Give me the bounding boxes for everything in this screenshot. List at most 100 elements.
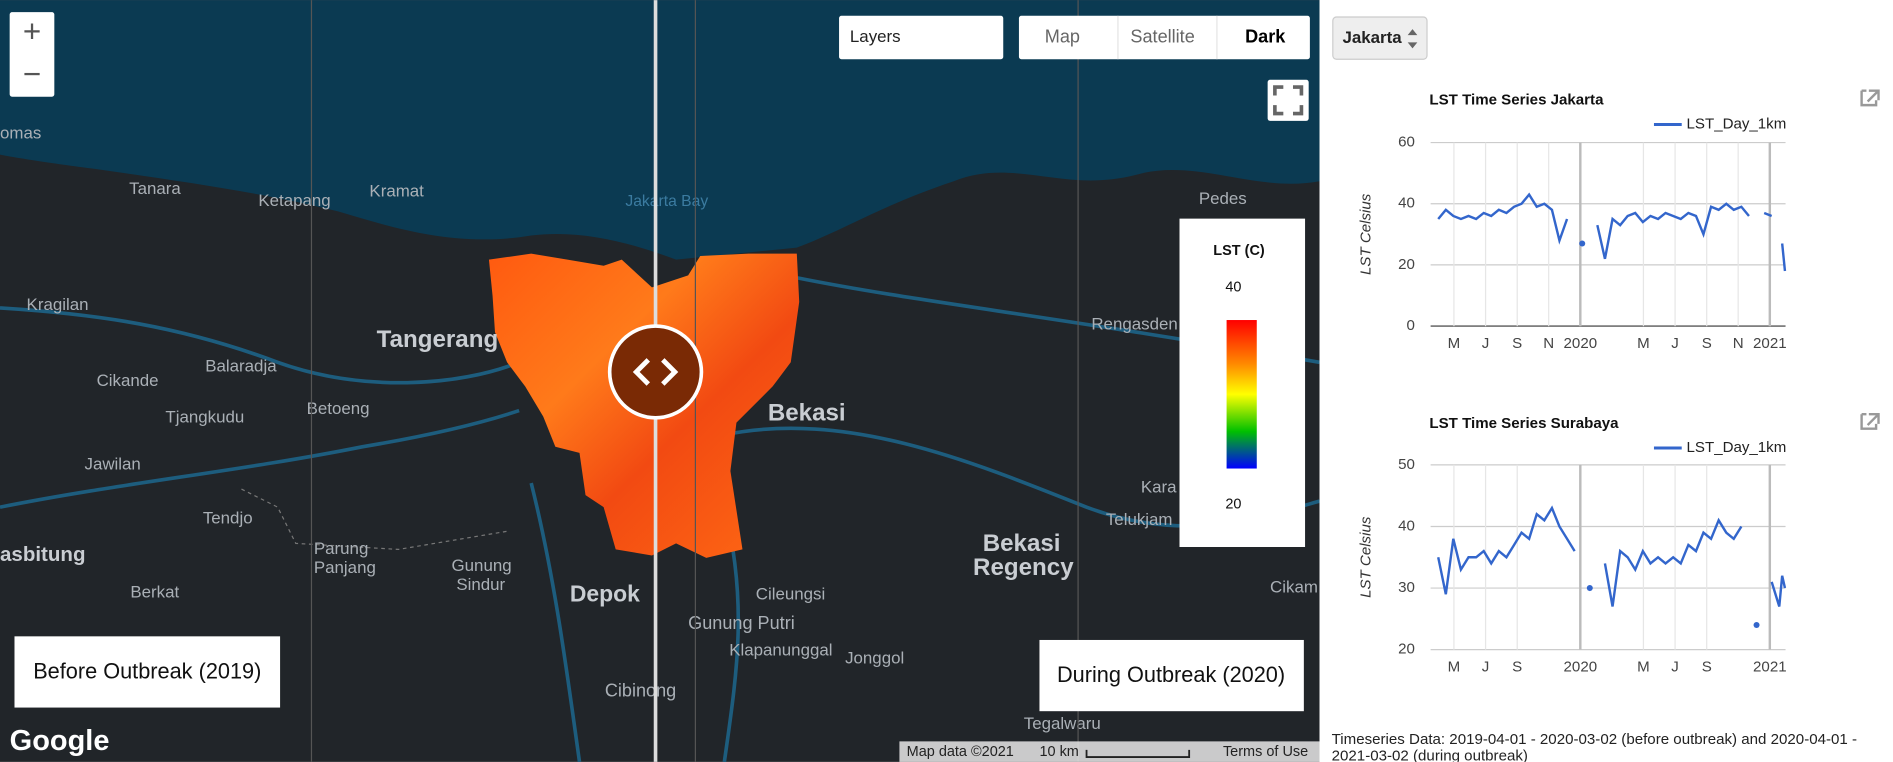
sidebar-bg <box>1319 0 1893 762</box>
open-chart-1[interactable] <box>1860 89 1880 107</box>
sidebar: Jakarta Timeseries Data: 2019-04-01 - 20… <box>1319 0 1893 762</box>
map-label: Regency <box>973 554 1074 581</box>
map-label: asbitung <box>0 543 85 566</box>
google-logo: Google <box>10 725 110 757</box>
map-label: Pedes <box>1199 189 1247 208</box>
map-label: Depok <box>570 580 640 606</box>
y-axis-label: LST Celsius <box>1358 193 1375 275</box>
map-label: Cileungsi <box>756 585 825 604</box>
zoom-in[interactable]: + <box>23 14 41 49</box>
open-chart-2[interactable] <box>1860 412 1880 430</box>
map-type-button[interactable]: Map <box>1045 26 1080 46</box>
series-point <box>1579 240 1586 247</box>
x-tick-label: M <box>1448 659 1461 676</box>
x-tick-label: J <box>1482 335 1490 352</box>
map-label: Tanara <box>129 179 181 198</box>
x-tick-label: S <box>1702 335 1712 352</box>
y-tick-label: 30 <box>1398 579 1415 596</box>
map-types: Map Satellite Dark <box>1045 15 1286 60</box>
map-labels: omas Tanara Ketapang Kramat Jakarta Bay Pedes… <box>0 124 1318 733</box>
during-panel <box>1039 639 1304 712</box>
x-tick-label: 2020 <box>1564 335 1598 352</box>
map[interactable]: omas Tanara Ketapang Kramat Jakarta Bay Pedes… <box>0 0 1321 762</box>
map-label: Cikam <box>1270 578 1318 597</box>
layers-box[interactable] <box>839 15 1004 60</box>
swipe-arrows <box>632 358 679 386</box>
x-tick-label: 2021 <box>1753 335 1787 352</box>
layers-label[interactable]: Layers <box>850 27 901 46</box>
chart-title: LST Time Series Jakarta <box>1429 91 1604 108</box>
city-select-value[interactable]: Jakarta <box>1342 28 1402 47</box>
boundary <box>241 488 508 551</box>
map-label: Kara <box>1141 477 1177 496</box>
map-label: Gunung <box>452 556 512 575</box>
y-tick-label: 0 <box>1407 317 1415 334</box>
map-label: Kramat <box>369 182 424 201</box>
during-label: During Outbreak (2020) <box>1057 662 1285 687</box>
map-label: Tangerang <box>377 326 499 353</box>
x-tick-label: S <box>1512 659 1522 676</box>
map-label: Jawilan <box>85 454 141 473</box>
legend-label: LST_Day_1km <box>1687 439 1787 456</box>
series-point <box>1586 585 1593 592</box>
map-label: omas <box>0 124 41 143</box>
y-tick-label: 40 <box>1398 517 1415 534</box>
swipe-handle[interactable] <box>607 324 704 420</box>
map-label: Bekasi <box>768 400 846 427</box>
map-label: Bekasi <box>983 530 1061 557</box>
x-tick-label: M <box>1637 335 1650 352</box>
legend-title: LST (C) <box>1213 243 1265 259</box>
terms-link[interactable]: Terms of Use <box>1223 744 1308 760</box>
select-arrows <box>1407 29 1418 49</box>
series-point <box>1753 621 1760 629</box>
y-tick-label: 20 <box>1398 641 1415 658</box>
map-label: Cibinong <box>605 681 676 701</box>
map-data[interactable]: Map data ©2021 <box>907 744 1014 760</box>
x-tick-label: M <box>1448 335 1461 352</box>
legend-min: 20 <box>1225 497 1241 513</box>
map-label: Kragilan <box>27 295 89 314</box>
legend-ramp <box>1226 320 1257 469</box>
x-tick-label: N <box>1733 335 1744 352</box>
chart-title: LST Time Series Surabaya <box>1429 415 1619 432</box>
city-select[interactable] <box>1332 16 1428 60</box>
footnote-box: Timeseries Data: 2019-04-01 - 2020-03-02… <box>1331 730 1858 762</box>
map-type-control <box>1018 15 1310 60</box>
legend-max: 40 <box>1225 279 1241 295</box>
map-label: Tjangkudu <box>165 407 244 426</box>
series-line <box>1437 505 1787 607</box>
x-tick-label: N <box>1543 335 1554 352</box>
scale-bar <box>1085 749 1191 758</box>
y-tick-label: 60 <box>1398 134 1415 151</box>
x-tick-label: 2021 <box>1753 659 1787 676</box>
y-axis-label: LST Celsius <box>1358 516 1375 598</box>
footnote: Timeseries Data: 2019-04-01 - 2020-03-02… <box>1331 730 1858 762</box>
map-label: Klapanunggal <box>729 640 832 659</box>
legend-label: LST_Day_1km <box>1687 115 1787 132</box>
scale-label: 10 km <box>1039 744 1078 760</box>
map-label: Sindur <box>456 575 505 594</box>
map-label: Gunung Putri <box>688 613 795 633</box>
x-tick-label: J <box>1482 659 1490 676</box>
fullscreen-icon <box>1273 85 1304 116</box>
map-label: Telukjam <box>1106 510 1173 529</box>
zoom-out[interactable]: − <box>23 56 41 91</box>
map-label: Parung <box>314 539 368 558</box>
x-tick-label: S <box>1702 659 1712 676</box>
x-tick-label: M <box>1637 659 1650 676</box>
map-label: Panjang <box>314 558 376 577</box>
map-label: Tendjo <box>203 509 253 528</box>
map-label: Berkat <box>130 582 179 601</box>
fullscreen-button[interactable] <box>1267 79 1309 121</box>
map-type-button[interactable]: Dark <box>1245 26 1286 46</box>
before-panel <box>14 636 281 708</box>
y-tick-label: 50 <box>1398 456 1415 473</box>
sea <box>0 0 1320 260</box>
map-label: Jakarta Bay <box>625 193 708 210</box>
map-label: Cikande <box>97 371 159 390</box>
x-tick-label: S <box>1512 335 1522 352</box>
zoom-control <box>9 12 55 97</box>
map-type-button[interactable]: Satellite <box>1130 26 1194 46</box>
map-label: Jonggol <box>845 649 904 668</box>
